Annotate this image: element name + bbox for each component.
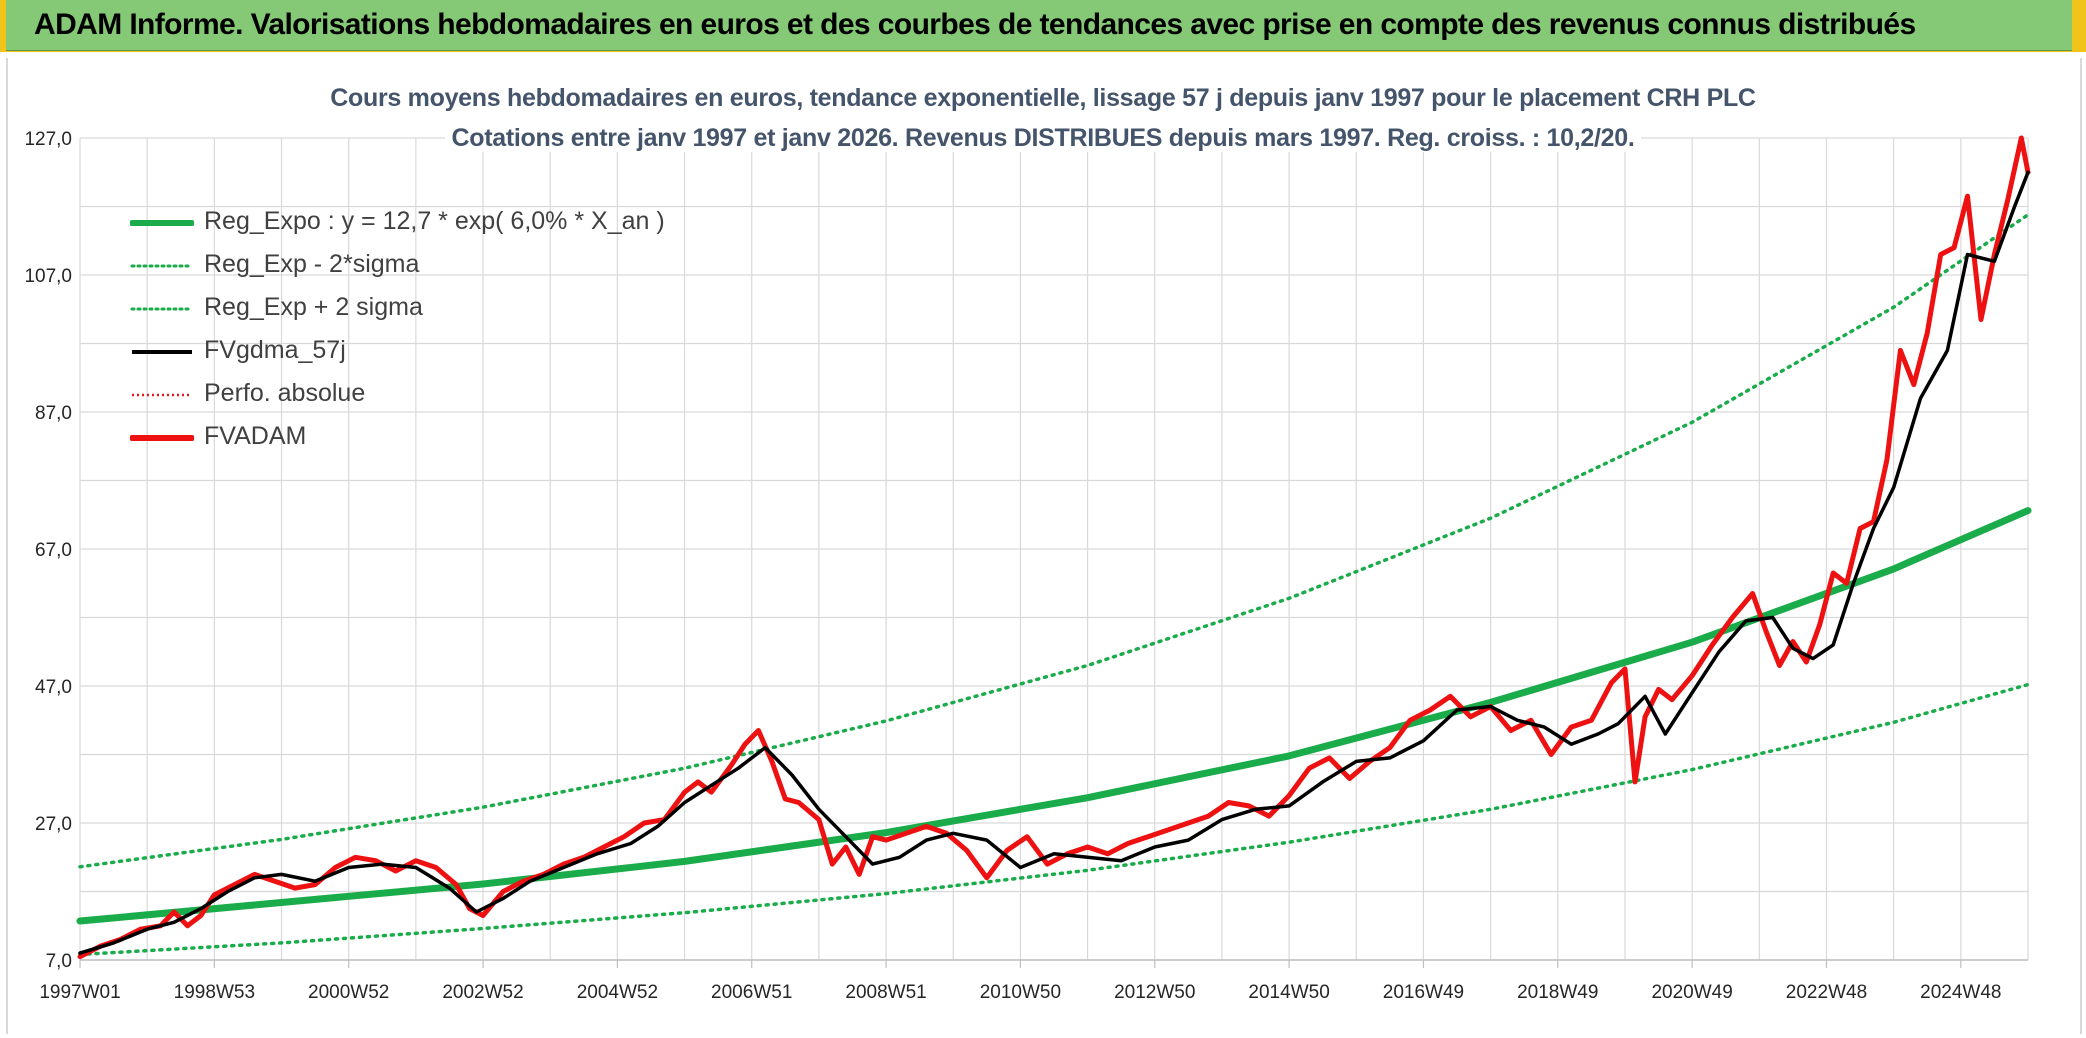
x-tick-label: 2020W49 bbox=[1651, 982, 1732, 1003]
legend-item-reg-exp-plus: Reg_Exp + 2 sigma bbox=[130, 286, 730, 329]
x-axis-ticks: 1997W01 1998W53 2000W52 2002W52 2004W52 2006W… bbox=[39, 960, 2001, 1003]
x-tick-label: 2000W52 bbox=[308, 982, 389, 1003]
x-tick-label: 1998W53 bbox=[174, 982, 255, 1003]
y-tick-label: 107,0 bbox=[24, 266, 72, 287]
x-tick-label: 2008W51 bbox=[845, 982, 926, 1003]
chart-legend: Reg_Expo : y = 12,7 * exp( 6,0% * X_an )… bbox=[130, 200, 730, 458]
chart-panel bbox=[6, 58, 2082, 1034]
legend-item-perfo: Perfo. absolue bbox=[130, 372, 730, 415]
series-reg-exp-minus-2sigma bbox=[78, 682, 2030, 957]
y-axis-ticks: 7,0 27,0 47,0 67,0 87,0 107,0 127,0 bbox=[24, 129, 72, 972]
y-tick-label: 47,0 bbox=[35, 677, 72, 698]
y-tick-label: 127,0 bbox=[24, 129, 72, 150]
series-fvgdma-57j bbox=[78, 170, 2030, 955]
y-tick-label: 67,0 bbox=[35, 540, 72, 561]
series-fvadam bbox=[77, 135, 2031, 960]
legend-label: Reg_Expo : y = 12,7 * exp( 6,0% * X_an ) bbox=[204, 207, 665, 235]
x-tick-label: 2002W52 bbox=[442, 982, 523, 1003]
chart-title: Cours moyens hebdomadaires en euros, ten… bbox=[324, 84, 1762, 112]
x-tick-label: 2012W50 bbox=[1114, 982, 1195, 1003]
legend-item-reg-exp-minus: Reg_Exp - 2*sigma bbox=[130, 243, 730, 286]
legend-swatch-reg-expo bbox=[130, 219, 194, 226]
x-tick-label: 2018W49 bbox=[1517, 982, 1598, 1003]
legend-swatch-perfo bbox=[132, 393, 192, 396]
legend-swatch-reg-exp-minus bbox=[130, 264, 194, 267]
legend-item-fvgdma: FVgdma_57j bbox=[130, 329, 730, 372]
x-tick-label: 2006W51 bbox=[711, 982, 792, 1003]
chart-subtitle-line: Cotations entre janv 1997 et janv 2026. … bbox=[0, 124, 2086, 153]
x-tick-label: 2014W50 bbox=[1248, 982, 1329, 1003]
x-tick-label: 2024W48 bbox=[1920, 982, 2001, 1003]
legend-swatch-reg-exp-plus bbox=[130, 307, 194, 310]
x-tick-label: 2010W50 bbox=[980, 982, 1061, 1003]
legend-label: Reg_Exp + 2 sigma bbox=[204, 293, 423, 321]
chart-subtitle: Cotations entre janv 1997 et janv 2026. … bbox=[445, 124, 1641, 152]
legend-label: FVADAM bbox=[204, 422, 307, 450]
y-tick-label: 7,0 bbox=[46, 951, 72, 972]
x-tick-label: 2016W49 bbox=[1383, 982, 1464, 1003]
series-reg-exp-plus-2sigma bbox=[78, 212, 2030, 869]
x-tick-label: 1997W01 bbox=[39, 982, 120, 1003]
report-header: ADAM Informe. Valorisations hebdomadaire… bbox=[6, 0, 2072, 51]
legend-swatch-fvgdma bbox=[132, 349, 192, 354]
legend-label: Reg_Exp - 2*sigma bbox=[204, 250, 420, 278]
y-tick-label: 27,0 bbox=[35, 814, 72, 835]
report-title: ADAM Informe. Valorisations hebdomadaire… bbox=[34, 8, 1916, 41]
legend-item-reg-expo: Reg_Expo : y = 12,7 * exp( 6,0% * X_an ) bbox=[130, 200, 730, 243]
legend-item-fvadam: FVADAM bbox=[130, 415, 730, 458]
x-tick-label: 2022W48 bbox=[1786, 982, 1867, 1003]
legend-label: FVgdma_57j bbox=[204, 336, 346, 364]
x-tick-label: 2004W52 bbox=[577, 982, 658, 1003]
y-tick-label: 87,0 bbox=[35, 403, 72, 424]
chart-title-line: Cours moyens hebdomadaires en euros, ten… bbox=[0, 84, 2086, 113]
legend-swatch-fvadam bbox=[130, 434, 194, 441]
legend-label: Perfo. absolue bbox=[204, 379, 366, 407]
chart-series bbox=[76, 135, 2032, 960]
